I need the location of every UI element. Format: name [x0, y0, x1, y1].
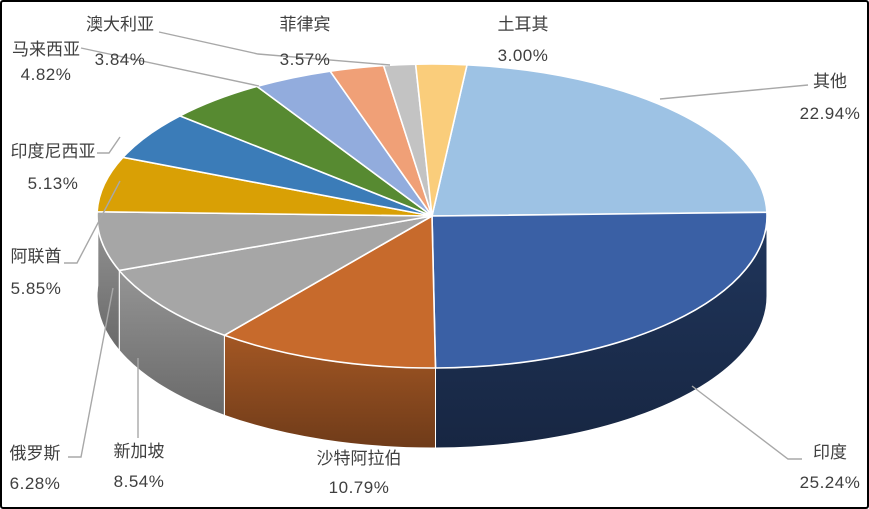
- leader-lines: [64, 31, 809, 460]
- slice-turkey[interactable]: [414, 63, 468, 217]
- slice-label-name: 俄罗斯: [9, 444, 61, 463]
- slice-label-percent: 4.82%: [20, 65, 72, 84]
- slice-label-percent: 3.00%: [497, 46, 549, 65]
- slice-other[interactable]: [431, 64, 768, 217]
- slice-label-name: 阿联酋: [10, 247, 62, 266]
- slice-label-name: 马来西亚: [12, 40, 80, 59]
- slice-label-name: 菲律宾: [279, 15, 331, 34]
- slice-uae-leader-line: [64, 180, 121, 264]
- pie-top-faces: [96, 63, 768, 369]
- slice-uae[interactable]: [96, 156, 433, 217]
- slice-label-name: 澳大利亚: [86, 15, 154, 34]
- slice-malaysia-leader-line: [80, 47, 260, 87]
- slice-label-percent: 22.94%: [799, 104, 861, 123]
- slice-saudi-arabia[interactable]: [223, 215, 437, 369]
- slice-label-percent: 10.79%: [328, 478, 390, 497]
- slice-label-name: 新加坡: [113, 442, 165, 461]
- slice-singapore[interactable]: [118, 215, 433, 337]
- slice-russia-leader-line: [68, 287, 114, 458]
- slice-other-leader-line: [659, 84, 809, 100]
- slice-label-name: 土耳其: [497, 15, 549, 34]
- slice-label-name: 其他: [813, 72, 847, 91]
- slice-australia-leader-line: [158, 31, 391, 66]
- slice-label-name: 印度尼西亚: [10, 142, 96, 161]
- slice-label-percent: 5.13%: [27, 174, 79, 193]
- slice-label-name: 印度: [813, 443, 847, 462]
- slice-label-percent: 25.24%: [799, 473, 861, 492]
- slice-indonesia-leader-line: [97, 136, 121, 154]
- slice-label-percent: 6.28%: [9, 474, 61, 493]
- slice-label-name: 沙特阿拉伯: [316, 449, 402, 468]
- slice-label-percent: 5.85%: [10, 279, 62, 298]
- slice-label-percent: 8.54%: [113, 472, 165, 491]
- slice-label-percent: 3.57%: [279, 50, 331, 69]
- slice-india[interactable]: [431, 211, 768, 369]
- slice-russia[interactable]: [96, 210, 433, 272]
- slice-label-percent: 3.84%: [94, 50, 146, 69]
- slice-india-leader-line: [691, 385, 802, 460]
